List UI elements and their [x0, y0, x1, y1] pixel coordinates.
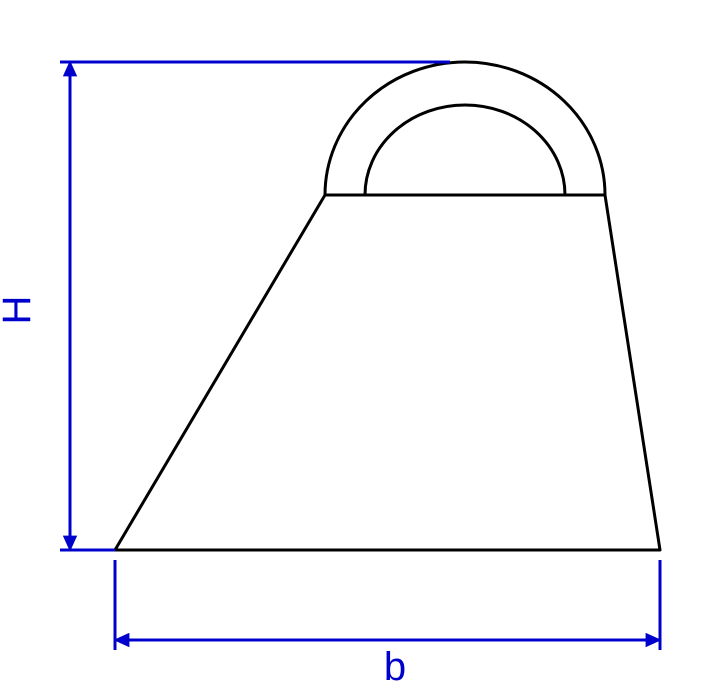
- dim-label-height: H: [0, 296, 39, 325]
- handle-inner: [365, 105, 565, 195]
- weight-body: [115, 195, 660, 550]
- dim-label-width: b: [384, 645, 406, 689]
- technical-diagram: Hb: [0, 0, 715, 700]
